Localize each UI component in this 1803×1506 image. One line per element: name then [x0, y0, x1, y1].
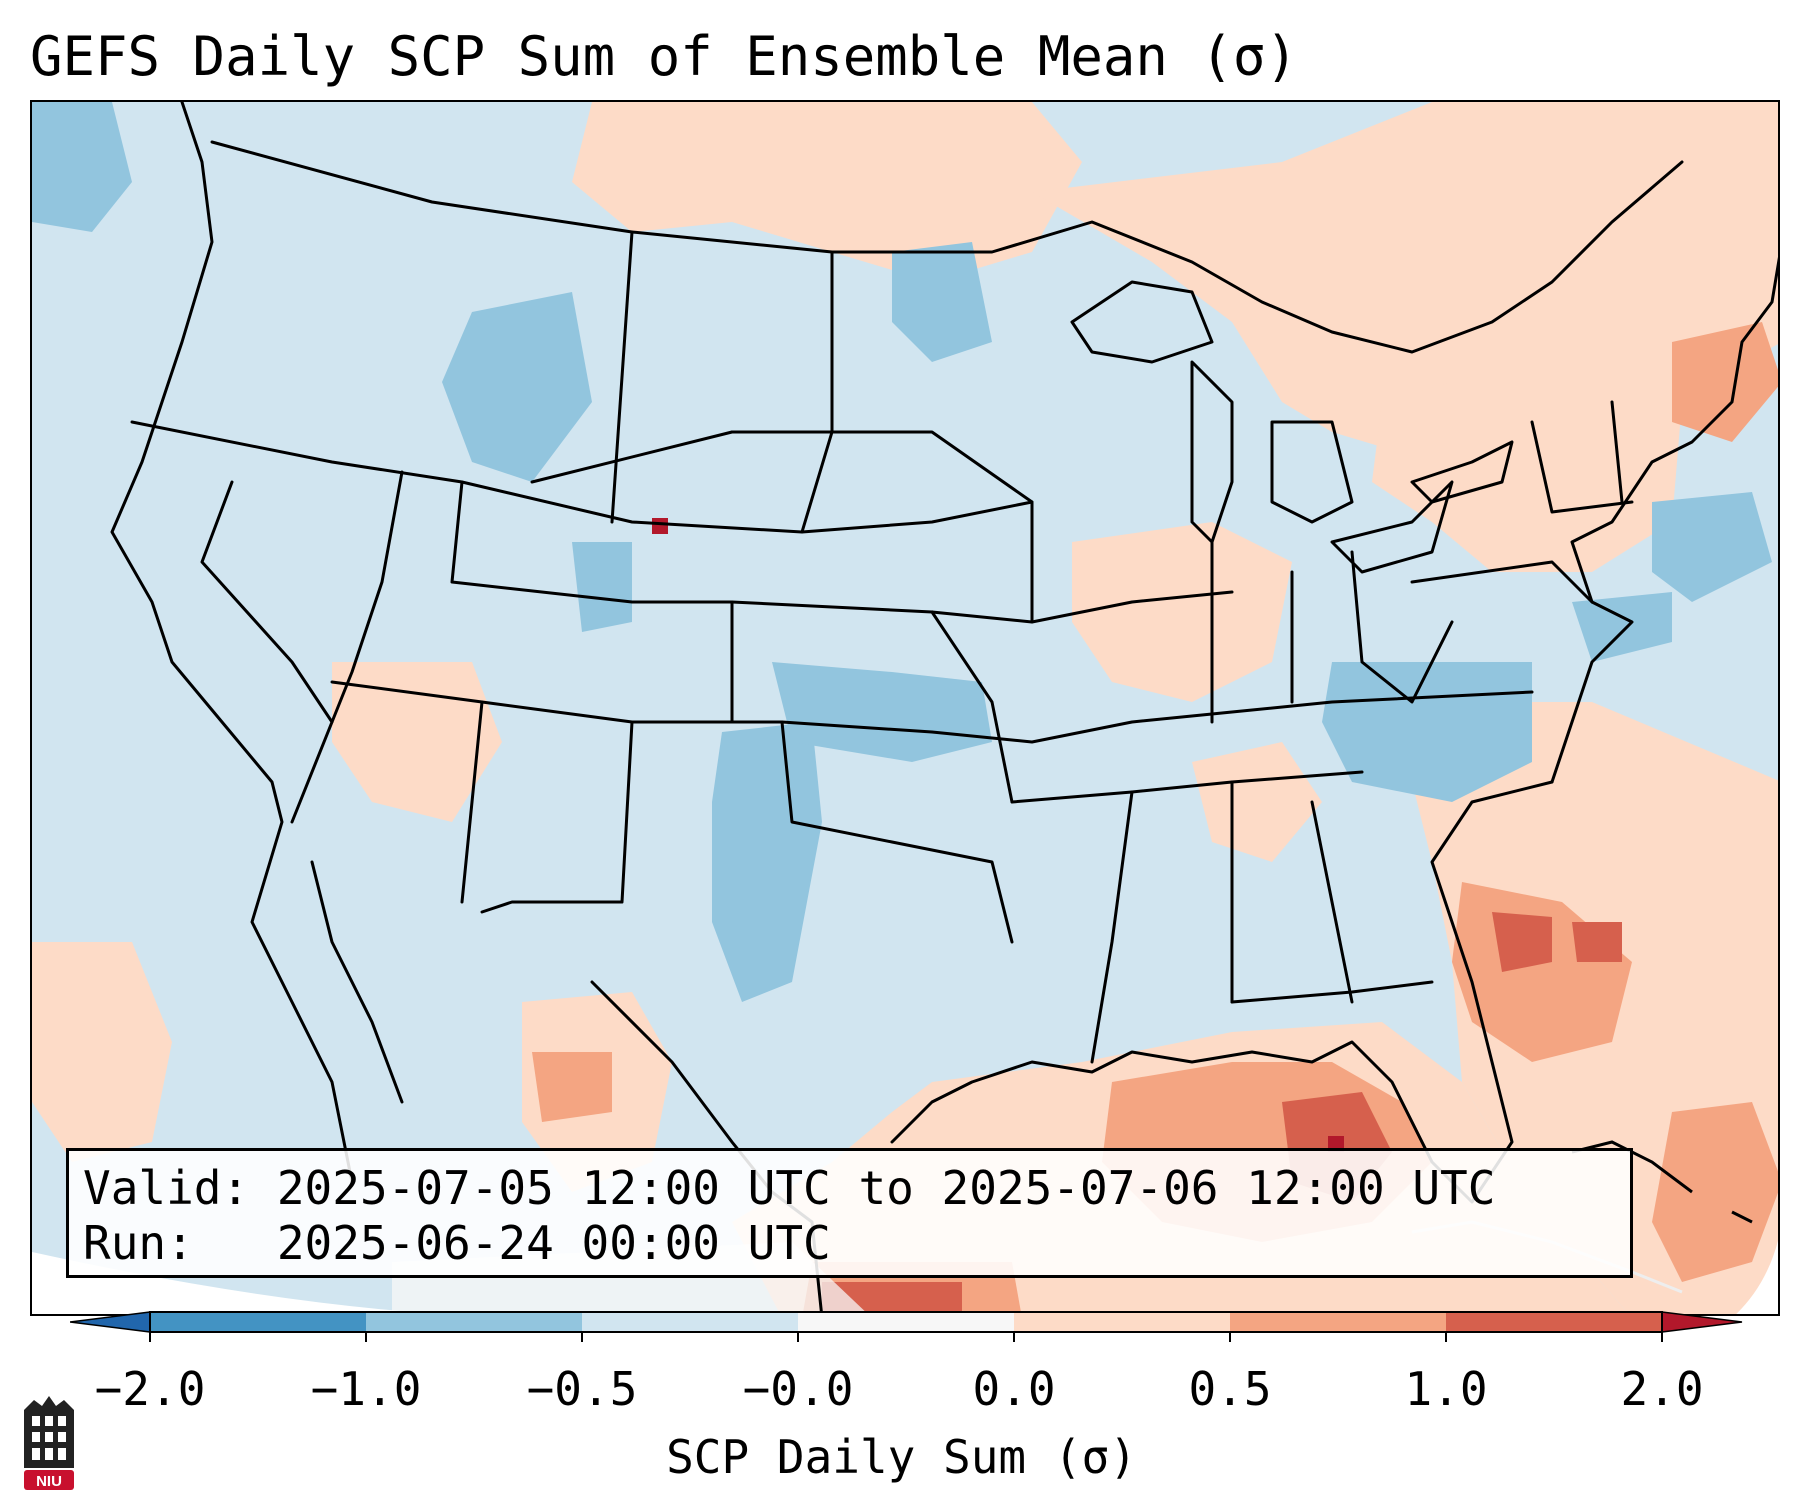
- colorbar-tick-label: 0.5: [1188, 1362, 1272, 1416]
- state-line: [610, 230, 634, 524]
- moderate-anomaly-region: [1672, 322, 1778, 442]
- colorbar-tick-label: 0.0: [972, 1362, 1056, 1416]
- negative-anomaly-region: [572, 542, 632, 632]
- state-line: [1090, 790, 1134, 1064]
- state-line: [800, 250, 834, 534]
- strong-anomaly-region: [1572, 922, 1622, 962]
- negative-anomaly-region: [32, 102, 132, 232]
- state-line: [1310, 800, 1354, 1004]
- state-line: [530, 430, 734, 484]
- positive-anomaly-region: [332, 662, 502, 822]
- map-edge: [32, 1252, 440, 1314]
- positive-anomaly-region: [1372, 342, 1682, 572]
- boundary-lines: [110, 102, 1778, 1314]
- negative-anomaly-region: [772, 662, 992, 762]
- valid-time: Valid: 2025-07-05 12:00 UTC to 2025-07-0…: [83, 1161, 1496, 1215]
- colorbar-tick-label: 2.0: [1620, 1362, 1704, 1416]
- negative-anomaly-region: [892, 242, 992, 362]
- positive-anomaly-region: [32, 942, 172, 1162]
- west-coast: [110, 102, 354, 1184]
- state-line: [1230, 980, 1434, 1004]
- positive-anomaly-region: [1072, 522, 1292, 702]
- state-line: [330, 470, 404, 724]
- state-line: [200, 480, 334, 824]
- great-lakes: [1270, 420, 1354, 524]
- positive-anomaly-region: [1192, 742, 1322, 862]
- state-line: [1350, 550, 1454, 704]
- colorbar-tick-label: −2.0: [94, 1362, 206, 1416]
- great-lakes: [1070, 280, 1214, 364]
- map-edge: [1736, 1240, 1778, 1314]
- negative-anomaly-region: [1322, 662, 1532, 802]
- colorbar-tick-label: −1.0: [310, 1362, 422, 1416]
- strong-anomaly-region: [1492, 912, 1552, 972]
- colorbar-segment: [1446, 1312, 1662, 1332]
- great-lakes: [1190, 360, 1234, 544]
- state-line: [130, 420, 1034, 534]
- anomaly-field: [32, 102, 1778, 1314]
- colorbar: [70, 1311, 1743, 1342]
- moderate-anomaly-region: [532, 1052, 612, 1122]
- colorbar-segment: [582, 1312, 798, 1332]
- state-line: [730, 590, 1234, 624]
- validity-info-box: Valid: 2025-07-05 12:00 UTC to 2025-07-0…: [66, 1148, 1633, 1278]
- colorbar-segment: [366, 1312, 582, 1332]
- colorbar-label: SCP Daily Sum (σ): [666, 1430, 1137, 1484]
- colorbar-extend-high: [1661, 1311, 1743, 1333]
- colorbar-tick-label: −0.5: [526, 1362, 638, 1416]
- negative-anomaly-region: [442, 292, 592, 482]
- moderate-anomaly-region: [1652, 1102, 1778, 1282]
- state-line: [450, 480, 734, 604]
- state-line: [1530, 420, 1634, 514]
- state-line: [480, 720, 634, 914]
- state-line: [330, 680, 1534, 744]
- island-outline: [1731, 1210, 1753, 1224]
- state-line: [1010, 770, 1364, 804]
- max-anomaly-cell: [652, 518, 668, 534]
- great-lakes: [1410, 440, 1514, 504]
- gulf-coast: [890, 780, 1554, 1204]
- map-panel: [30, 100, 1780, 1316]
- state-line: [1410, 560, 1594, 604]
- niu-logo: NIU: [24, 1396, 74, 1490]
- great-lakes: [1330, 480, 1454, 574]
- state-line: [930, 610, 1014, 804]
- chart-title: GEFS Daily SCP Sum of Ensemble Mean (σ): [30, 25, 1298, 88]
- state-line: [460, 700, 484, 904]
- colorbar-segment: [1014, 1312, 1230, 1332]
- state-line: [1610, 400, 1624, 504]
- baja-coast: [310, 860, 404, 1104]
- state-line: [730, 430, 1034, 624]
- negative-anomaly-region: [712, 722, 822, 1002]
- canada-border: [210, 140, 1684, 354]
- state-line: [780, 720, 1014, 944]
- colorbar-segment: [798, 1312, 1014, 1332]
- negative-anomaly-region: [1652, 492, 1772, 602]
- colorbar-outline: [149, 1311, 1663, 1333]
- positive-anomaly-region: [572, 102, 1082, 282]
- map-canvas: [32, 102, 1778, 1314]
- colorbar-extend-low: [70, 1311, 151, 1333]
- negative-anomaly-region: [1572, 592, 1672, 662]
- logo-text: NIU: [36, 1473, 62, 1490]
- colorbar-ticks: [149, 1332, 1663, 1342]
- run-time: Run: 2025-06-24 00:00 UTC: [83, 1216, 831, 1270]
- east-coast: [1550, 256, 1778, 784]
- colorbar-segment: [1230, 1312, 1446, 1332]
- colorbar-tick-label: −0.0: [742, 1362, 854, 1416]
- colorbar-tick-label: 1.0: [1404, 1362, 1488, 1416]
- colorbar-segment: [150, 1312, 366, 1332]
